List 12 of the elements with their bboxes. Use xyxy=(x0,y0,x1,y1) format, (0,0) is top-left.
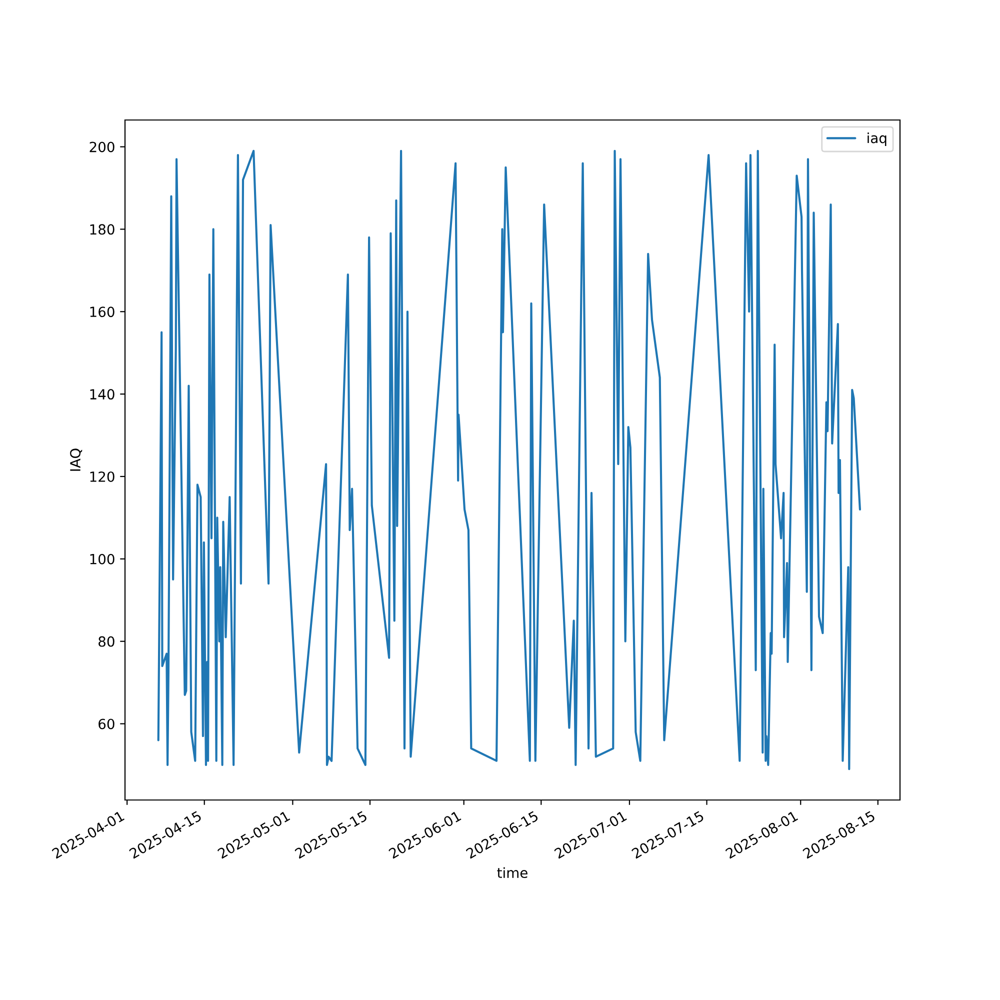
y-tick-label: 140 xyxy=(90,389,114,400)
legend-label: iaq xyxy=(868,132,886,146)
y-tick-label: 60 xyxy=(98,718,114,730)
x-axis-title: time xyxy=(497,867,528,878)
y-tick-label: 180 xyxy=(90,224,114,235)
y-axis-title: IAQ xyxy=(70,448,82,471)
line-series xyxy=(157,150,862,770)
y-tick-label: 200 xyxy=(90,142,114,152)
y-tick-label: 100 xyxy=(90,554,114,564)
y-tick-label: 120 xyxy=(90,471,114,482)
y-tick-label: 80 xyxy=(98,636,114,647)
y-tick-label: 160 xyxy=(90,306,114,318)
